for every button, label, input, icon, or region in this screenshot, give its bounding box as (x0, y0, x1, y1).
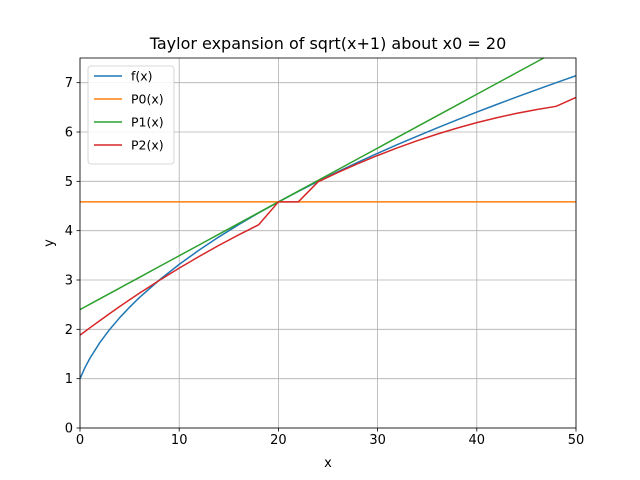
x-tick-label: 10 (171, 433, 188, 448)
chart-title: Taylor expansion of sqrt(x+1) about x0 =… (149, 34, 507, 53)
x-tick-label: 50 (568, 433, 585, 448)
series-layer (80, 58, 576, 379)
grid (79, 58, 577, 429)
y-tick-label: 3 (65, 274, 73, 289)
legend-label: f(x) (131, 69, 153, 84)
y-tick-label: 2 (65, 323, 73, 338)
series-line-4 (80, 96, 576, 336)
y-tick-label: 0 (65, 422, 73, 437)
y-tick-label: 1 (65, 372, 73, 387)
series-line-3 (80, 58, 546, 311)
y-axis-label: y (42, 239, 57, 247)
legend-box (87, 65, 175, 165)
legend-label: P2(x) (131, 138, 164, 153)
y-tick-label: 6 (65, 126, 73, 141)
y-axis: 0 1 2 3 4 5 6 7 (65, 76, 80, 437)
legend: f(x) P0(x) P1(x) P2(x) (87, 65, 175, 165)
y-tick-label: 4 (65, 224, 73, 239)
x-axis: 0 10 20 30 40 50 (76, 428, 584, 448)
legend-label: P0(x) (131, 92, 164, 107)
x-axis-label: x (324, 456, 332, 471)
y-tick-label: 5 (65, 175, 73, 190)
y-tick-label: 7 (65, 76, 73, 91)
x-tick-label: 0 (76, 433, 84, 448)
x-tick-label: 20 (270, 433, 287, 448)
x-tick-label: 30 (369, 433, 386, 448)
x-tick-label: 40 (469, 433, 486, 448)
plot-frame (79, 57, 577, 429)
legend-label: P1(x) (131, 115, 164, 130)
